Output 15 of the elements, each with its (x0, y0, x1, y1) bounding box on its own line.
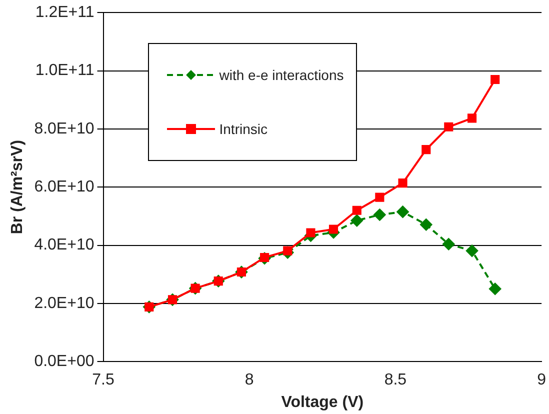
y-tick-label: 1.2E+11 (35, 4, 94, 22)
y-tick-label: 2.0E+10 (34, 294, 94, 312)
x-axis-title: Voltage (V) (281, 394, 364, 411)
legend-label: with e-e interactions (219, 66, 344, 83)
y-tick-label: 1.0E+11 (35, 62, 94, 80)
legend-label: Intrinsic (219, 120, 268, 137)
y-tick-label: 8.0E+10 (34, 120, 94, 138)
x-tick-label: 8 (244, 372, 254, 389)
y-axis-title: Br (A/m²srV) (9, 140, 26, 234)
x-tick-label: 9 (537, 372, 546, 389)
x-tick-label: 7.5 (92, 372, 114, 389)
y-tick-label: 0.0E+00 (34, 353, 94, 370)
y-tick-label: 4.0E+10 (34, 236, 94, 254)
y-tick-label: 6.0E+10 (34, 178, 94, 196)
x-tick-label: 8.5 (384, 372, 407, 389)
